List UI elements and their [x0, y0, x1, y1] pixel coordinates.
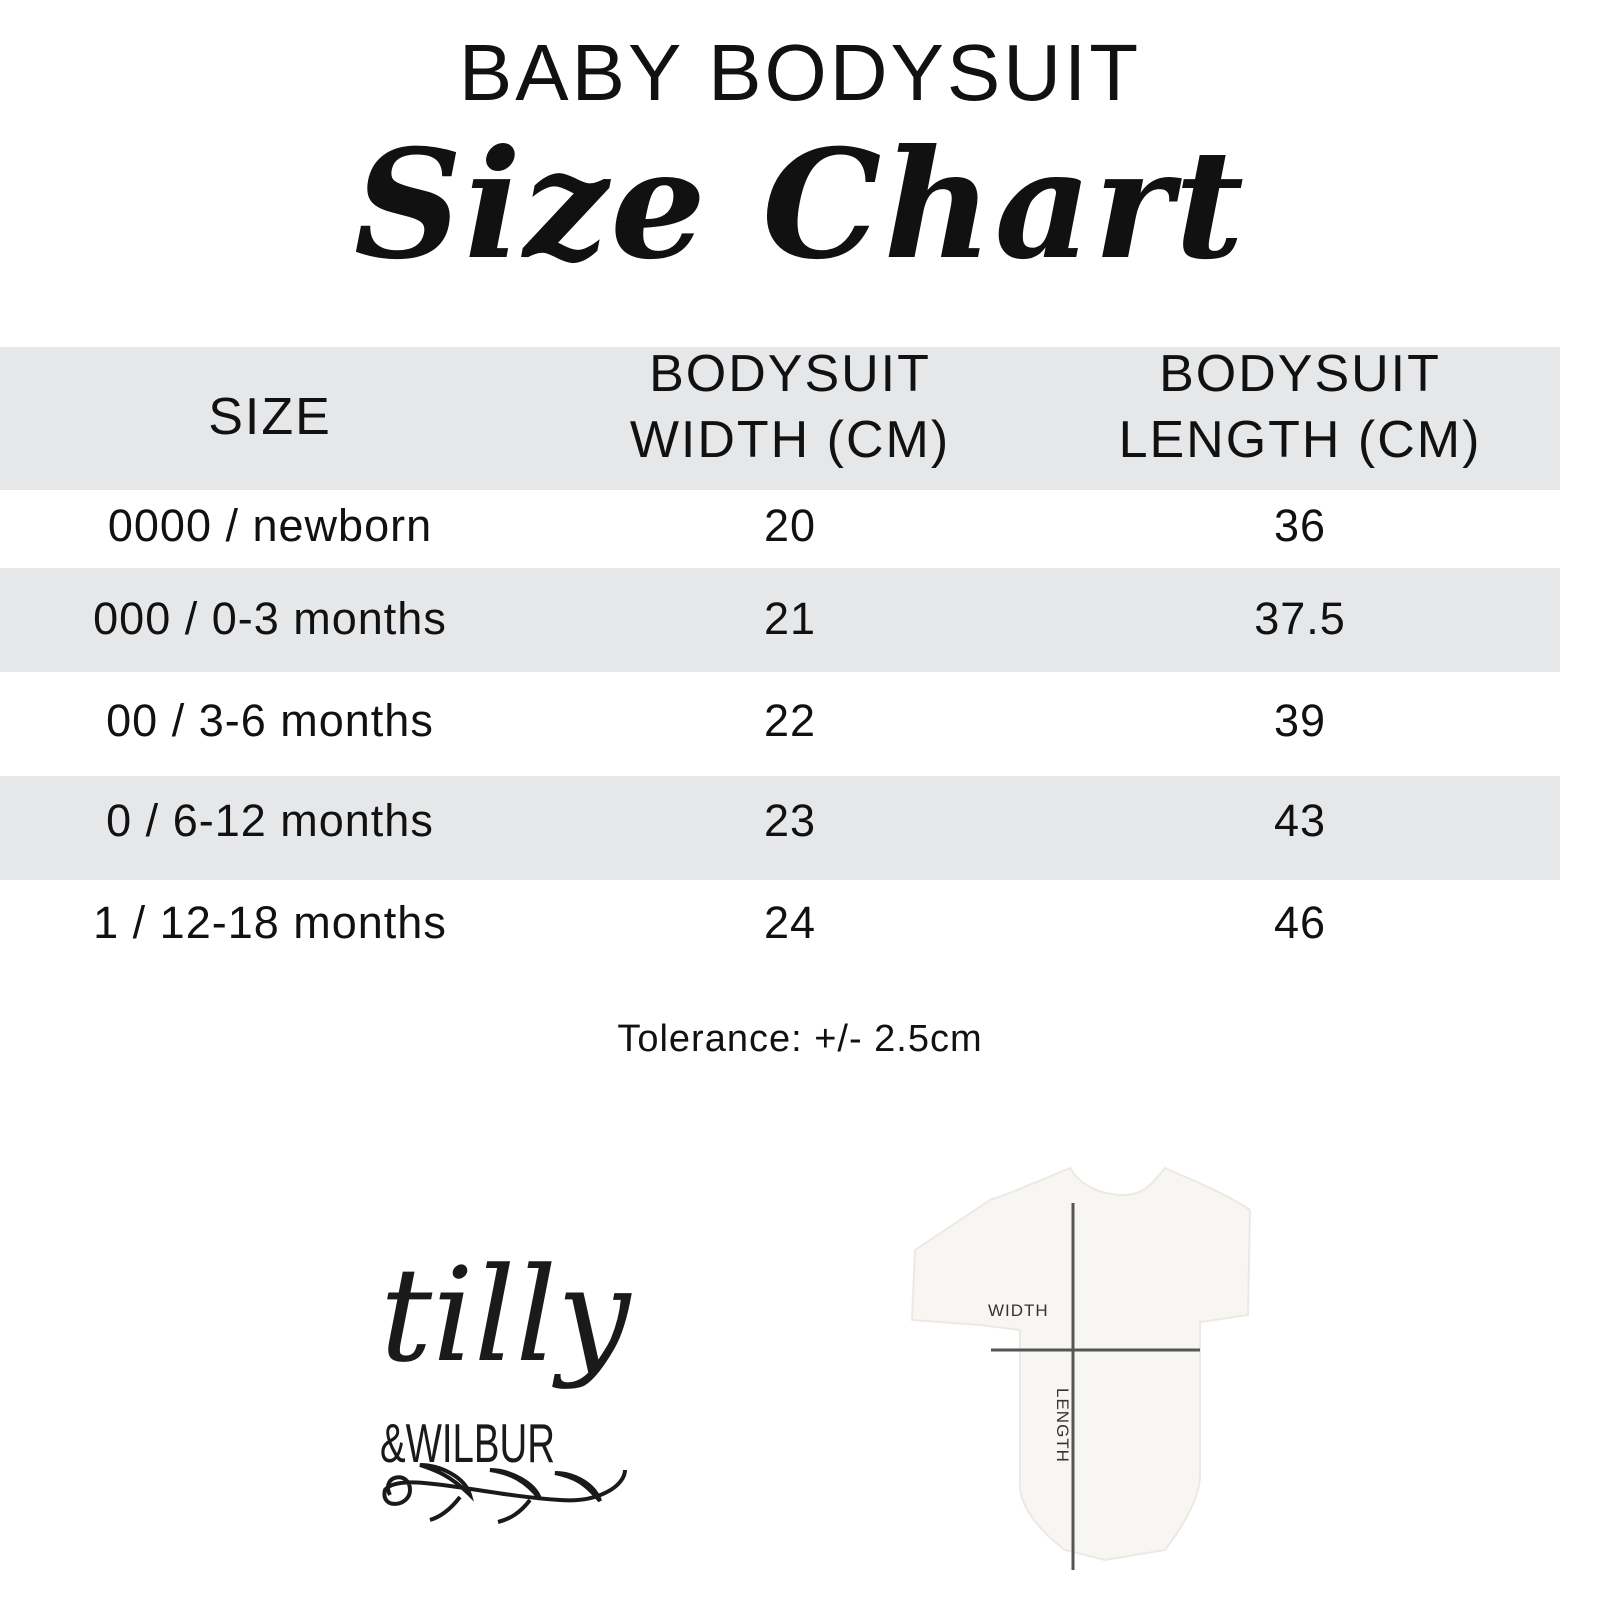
length-cell: 39	[1273, 695, 1327, 746]
size-cell: 1 / 12-18 months	[93, 897, 447, 948]
row-band	[0, 568, 1560, 672]
leaf-branch-icon	[382, 1463, 627, 1524]
length-cell: 37.5	[1254, 593, 1346, 644]
width-label: WIDTH	[988, 1301, 1049, 1320]
header-width: BODYSUIT WIDTH (CM)	[540, 341, 1040, 473]
size-cell: 000 / 0-3 months	[93, 593, 447, 644]
length-cell: 36	[1273, 500, 1327, 551]
size-cell: 0 / 6-12 months	[106, 795, 434, 846]
table-header-band	[0, 347, 1560, 490]
header-length-line2: LENGTH (CM)	[1118, 411, 1482, 469]
size-cell: 0000 / newborn	[107, 500, 433, 551]
length-cell: 46	[1273, 897, 1327, 948]
width-cell: 23	[763, 795, 817, 846]
bodysuit-shape	[910, 1166, 1252, 1562]
header-length: BODYSUIT LENGTH (CM)	[1050, 341, 1550, 473]
header-width-line2: WIDTH (CM)	[629, 411, 951, 469]
width-cell: 24	[763, 897, 817, 948]
width-cell: 21	[763, 593, 817, 644]
width-cell: 20	[763, 500, 817, 551]
logo-wilbur: &WILBUR	[380, 1412, 555, 1474]
width-cell: 22	[763, 695, 817, 746]
length-cell: 43	[1273, 795, 1327, 846]
size-cell: 00 / 3-6 months	[106, 695, 434, 746]
tolerance-note: Tolerance: +/- 2.5cm	[617, 1018, 983, 1060]
header-size: SIZE	[208, 388, 332, 446]
logo-tilly: tilly	[380, 1239, 632, 1391]
row-band	[0, 776, 1560, 880]
title-size-chart: Size Chart	[353, 117, 1247, 293]
brand-logo: tilly &WILBUR	[380, 1239, 632, 1524]
title-baby-bodysuit: BABY BODYSUIT	[458, 28, 1142, 117]
header-length-line1: BODYSUIT	[1159, 345, 1441, 403]
header-width-line1: BODYSUIT	[649, 345, 931, 403]
length-label: LENGTH	[1053, 1388, 1072, 1463]
bodysuit-diagram: WIDTH LENGTH	[910, 1166, 1252, 1570]
